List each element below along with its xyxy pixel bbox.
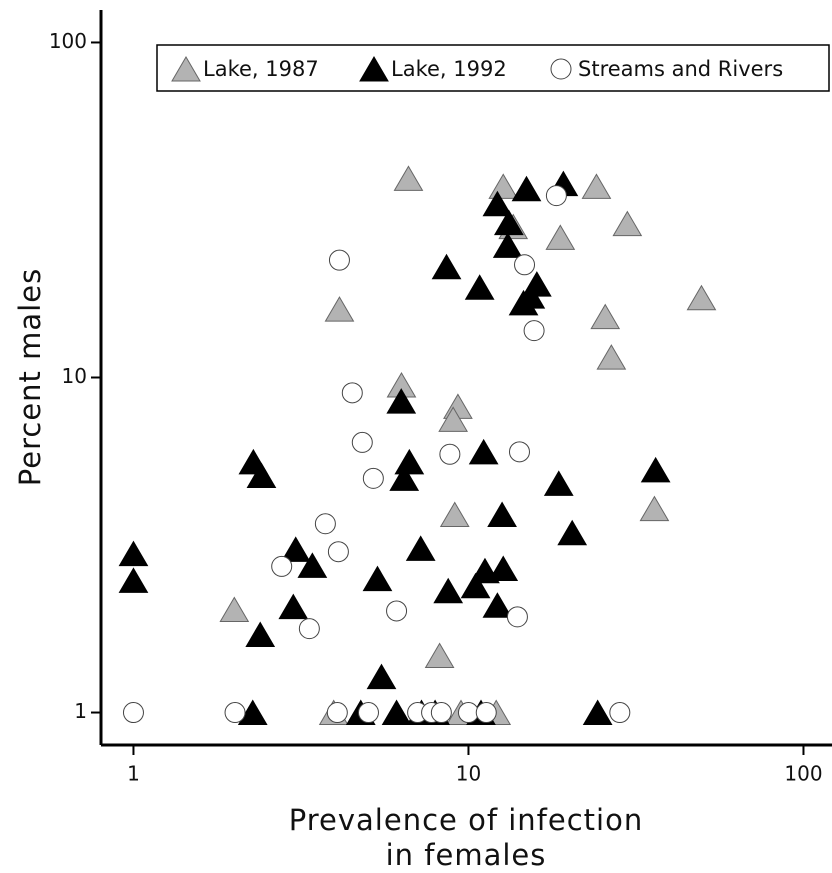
legend-swatch bbox=[171, 56, 201, 82]
y-tick-label: 1 bbox=[74, 699, 87, 723]
legend-swatch bbox=[359, 56, 389, 82]
triangle-marker bbox=[508, 289, 539, 316]
legend-label: Lake, 1987 bbox=[203, 57, 319, 81]
circle-marker bbox=[523, 320, 545, 342]
circle-marker bbox=[224, 702, 246, 724]
circle-marker bbox=[122, 702, 144, 724]
triangle-marker bbox=[640, 456, 671, 483]
triangle-marker bbox=[118, 540, 149, 567]
circle-marker bbox=[357, 702, 379, 724]
triangle-marker bbox=[386, 388, 417, 414]
triangle-marker bbox=[511, 175, 542, 202]
circle-marker bbox=[327, 541, 349, 563]
triangle-marker bbox=[424, 642, 455, 668]
y-tick-label: 10 bbox=[62, 364, 87, 388]
circle-marker bbox=[341, 382, 363, 404]
triangle-marker bbox=[280, 536, 311, 562]
triangle-marker bbox=[460, 572, 491, 599]
triangle-marker bbox=[246, 462, 277, 488]
circle-marker bbox=[475, 702, 497, 724]
legend-label: Streams and Rivers bbox=[578, 57, 783, 81]
triangle-marker bbox=[545, 224, 576, 250]
triangle-marker bbox=[582, 699, 613, 726]
legend-swatch bbox=[550, 58, 572, 80]
triangle-marker bbox=[612, 210, 643, 237]
triangle-marker bbox=[482, 190, 513, 217]
triangle-marker bbox=[543, 470, 574, 496]
circle-marker bbox=[271, 555, 293, 577]
triangle-marker bbox=[245, 621, 276, 647]
x-tick-label: 10 bbox=[456, 762, 481, 786]
triangle-marker bbox=[488, 555, 519, 582]
triangle-marker bbox=[596, 344, 627, 370]
triangle-marker bbox=[686, 284, 717, 311]
x-axis-label: Prevalence of infection bbox=[289, 803, 643, 837]
triangle-marker bbox=[438, 406, 469, 432]
circle-marker bbox=[439, 443, 461, 465]
circle-marker bbox=[362, 467, 384, 489]
triangle-marker bbox=[394, 448, 425, 475]
triangle-marker bbox=[118, 567, 149, 593]
triangle-marker bbox=[557, 519, 588, 546]
circle-marker bbox=[298, 618, 320, 640]
triangle-marker bbox=[581, 173, 612, 199]
triangle-marker bbox=[389, 465, 420, 491]
x-tick-label: 1 bbox=[127, 762, 140, 786]
y-axis-label: Percent males bbox=[13, 268, 47, 486]
triangle-marker bbox=[431, 253, 462, 280]
x-tick-label: 100 bbox=[784, 762, 822, 786]
triangle-marker bbox=[324, 296, 355, 322]
y-tick-label: 100 bbox=[49, 29, 87, 53]
circle-marker bbox=[545, 185, 567, 207]
circle-marker bbox=[314, 513, 336, 535]
triangle-marker bbox=[464, 274, 495, 300]
triangle-marker bbox=[639, 495, 670, 522]
triangle-marker bbox=[297, 552, 328, 578]
legend-box bbox=[156, 44, 830, 92]
triangle-marker bbox=[482, 592, 513, 618]
circle-marker bbox=[386, 600, 408, 622]
triangle-marker bbox=[219, 596, 250, 623]
triangle-marker bbox=[439, 501, 470, 528]
triangle-marker bbox=[492, 232, 523, 258]
triangle-marker bbox=[488, 173, 519, 199]
circle-marker bbox=[457, 702, 479, 724]
triangle-marker bbox=[433, 577, 464, 604]
circle-marker bbox=[430, 702, 452, 724]
circle-marker bbox=[326, 702, 348, 724]
circle-marker bbox=[506, 606, 528, 628]
triangle-marker bbox=[381, 699, 412, 726]
legend-label: Lake, 1992 bbox=[391, 57, 507, 81]
triangle-marker bbox=[366, 663, 397, 690]
triangle-marker bbox=[237, 699, 268, 726]
circle-marker bbox=[328, 249, 350, 271]
circle-marker bbox=[508, 441, 530, 463]
triangle-marker bbox=[468, 438, 499, 465]
circle-marker bbox=[609, 702, 631, 724]
triangle-marker bbox=[278, 593, 309, 620]
triangle-marker bbox=[393, 165, 424, 191]
triangle-marker bbox=[362, 565, 393, 592]
triangle-marker bbox=[487, 501, 517, 528]
triangle-marker bbox=[405, 535, 436, 561]
triangle-marker bbox=[590, 303, 621, 330]
x-axis-label: in females bbox=[386, 838, 547, 872]
circle-marker bbox=[514, 254, 536, 276]
circle-marker bbox=[351, 431, 373, 453]
